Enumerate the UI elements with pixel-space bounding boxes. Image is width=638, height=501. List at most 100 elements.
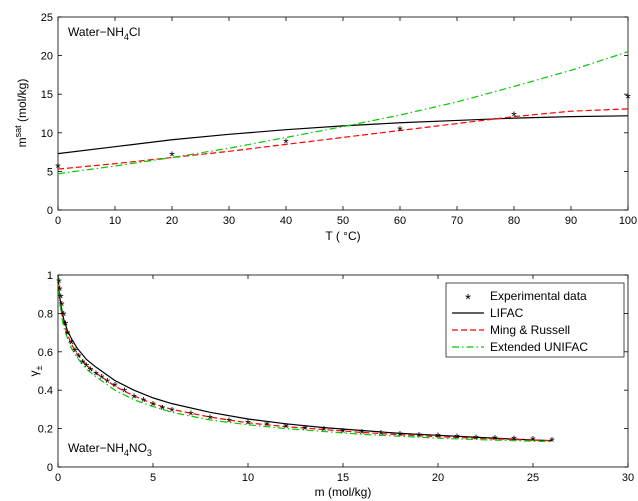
y-axis-label-bottom: γ± (27, 365, 44, 376)
plot-area-top (57, 16, 629, 211)
x-tick-label-top: 20 (166, 215, 178, 227)
series-ext-top (57, 51, 629, 175)
data-point-exp-bottom: * (72, 344, 78, 360)
series-lifac-top (57, 115, 629, 155)
data-point-exp-bottom: * (65, 327, 71, 343)
data-point-exp-bottom: * (530, 433, 536, 449)
y-tick-label-bottom: 0.4 (38, 385, 53, 397)
data-point-exp-top: * (625, 90, 631, 106)
data-point-exp-top: * (55, 160, 61, 176)
data-point-exp-bottom: * (93, 367, 99, 383)
data-point-exp-bottom: * (112, 378, 118, 394)
data-point-exp-bottom: * (435, 429, 441, 445)
x-axis-label-top: T ( °C) (325, 229, 360, 243)
y-tick-label-top: 15 (41, 89, 53, 101)
data-point-exp-bottom: * (69, 336, 75, 352)
x-tick-label-top: 70 (451, 215, 463, 227)
data-point-exp-bottom: * (57, 282, 63, 298)
data-point-exp-bottom: * (58, 290, 64, 306)
data-point-exp-bottom: * (473, 431, 479, 447)
legend-label-ming-russell: Ming & Russell (490, 323, 570, 337)
data-point-exp-bottom: * (264, 418, 270, 434)
y-tick-label-bottom: 0.6 (38, 347, 53, 359)
legend: * Experimental data LIFAC Ming & Russell… (445, 282, 625, 358)
data-point-exp-bottom: * (76, 350, 82, 366)
data-point-exp-bottom: * (397, 427, 403, 443)
temperature-panel: ****** 0 10 20 30 40 50 60 70 80 90 1000510152025 … (13, 12, 637, 243)
legend-item-extended-unifac: Extended UNIFAC (452, 340, 588, 354)
y-tick-label-top: 5 (47, 166, 53, 178)
data-point-exp-bottom: * (131, 390, 137, 406)
x-tick-label-top: 90 (565, 215, 577, 227)
data-point-exp-bottom: * (141, 394, 147, 410)
activity-panel: ************* * * * * * * * * * * * * * * * * * * * * * * * * * * *… (27, 270, 634, 499)
panel-label-bottom: Water−NH4NO3 (68, 441, 152, 458)
data-point-exp-bottom: * (321, 423, 327, 439)
x-tick-label-bottom: 0 (55, 472, 61, 484)
x-tick-label-bottom: 15 (337, 472, 349, 484)
y-tick-label-top: 10 (41, 128, 53, 140)
x-tick-label-bottom: 30 (622, 472, 634, 484)
x-tick-label-top: 100 (619, 215, 637, 227)
x-tick-label-top: 80 (508, 215, 520, 227)
x-tick-label-top: 10 (109, 215, 121, 227)
y-tick-label-top: 0 (47, 205, 53, 217)
data-point-exp-bottom: * (378, 426, 384, 442)
series-lifac-bottom (57, 274, 553, 442)
data-point-exp-bottom: * (283, 420, 289, 436)
data-point-exp-bottom: * (226, 414, 232, 430)
y-tick-label-bottom: 0.2 (38, 424, 53, 436)
series-ming-bottom (57, 274, 553, 442)
y-tick-label-bottom: 1 (47, 270, 53, 282)
data-point-exp-top: * (397, 122, 403, 138)
panel-label-top: Water−NH4Cl (68, 25, 140, 42)
data-point-exp-bottom: * (99, 371, 105, 387)
x-tick-label-bottom: 10 (242, 472, 254, 484)
data-point-exp-bottom: * (122, 384, 128, 400)
y-tick-label-top: 20 (41, 51, 53, 63)
y-tick-label-bottom: 0 (47, 462, 53, 474)
legend-item-ming-russell: Ming & Russell (452, 323, 570, 337)
data-point-exp-bottom: * (245, 416, 251, 432)
data-point-exp-bottom: * (150, 398, 156, 414)
ticks-bottom: 0 5 10 15 20 25 30 0 0.2 0.4 0.6 0.8 1 (38, 270, 634, 484)
y-tick-label-top: 25 (41, 12, 53, 24)
data-point-exp-bottom: * (302, 422, 308, 438)
legend-label-experimental: Experimental data (490, 289, 587, 303)
series-ming-top (57, 108, 629, 170)
data-point-exp-bottom: * (454, 430, 460, 446)
x-tick-label-top: 30 (223, 215, 235, 227)
data-point-exp-bottom: * (63, 317, 69, 333)
data-point-exp-bottom: * (56, 275, 62, 291)
x-tick-label-bottom: 20 (432, 472, 444, 484)
x-tick-label-top: 60 (394, 215, 406, 227)
legend-box (445, 282, 625, 358)
x-tick-label-top: 50 (337, 215, 349, 227)
data-point-exp-bottom: * (61, 307, 67, 323)
data-point-exp-bottom: * (340, 424, 346, 440)
x-tick-label-bottom: 5 (150, 472, 156, 484)
data-point-exp-bottom: * (416, 428, 422, 444)
x-tick-label-bottom: 25 (527, 472, 539, 484)
data-point-exp-bottom: * (207, 411, 213, 427)
data-point-exp-bottom: * (105, 375, 111, 391)
legend-label-lifac: LIFAC (490, 306, 524, 320)
x-tick-label-top: 0 (55, 215, 61, 227)
data-point-exp-top: * (511, 108, 517, 124)
data-point-exp-bottom: * (169, 403, 175, 419)
data-point-exp-bottom: * (59, 298, 65, 314)
legend-item-experimental: * Experimental data (465, 289, 587, 308)
data-point-exp-bottom: * (88, 363, 94, 379)
data-point-exp-bottom: * (84, 359, 90, 375)
x-axis-label-bottom: m (mol/kg) (315, 485, 372, 499)
data-point-exp-bottom: * (511, 432, 517, 448)
y-tick-label-bottom: 0.8 (38, 308, 53, 320)
ticks-top: 0 10 20 30 40 50 60 70 80 90 100 0 5 10 15 20 25 (41, 12, 637, 227)
data-point-exp-top: * (169, 148, 175, 164)
y-axis-label-top: msat (mol/kg) (13, 79, 29, 148)
legend-item-lifac: LIFAC (452, 306, 524, 320)
data-point-exp-bottom: * (160, 401, 166, 417)
data-point-exp-bottom: * (80, 355, 86, 371)
legend-marker-experimental: * (465, 291, 471, 308)
